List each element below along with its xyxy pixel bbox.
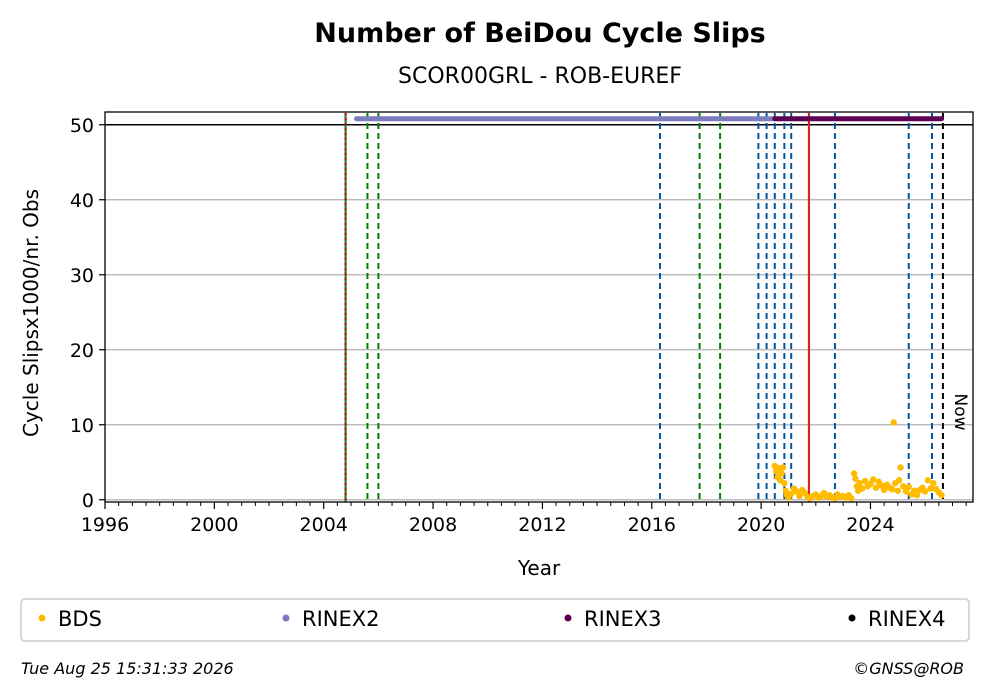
x-tick-label: 2020	[737, 514, 785, 536]
grid-lines	[105, 124, 973, 501]
plot-frame	[104, 111, 974, 503]
legend-marker-bds	[38, 614, 46, 622]
y-tick-label: 0	[82, 490, 94, 512]
bds-point	[894, 487, 902, 494]
bds-point	[848, 495, 855, 502]
bds-point	[905, 483, 912, 491]
bds-point	[856, 480, 863, 487]
legend-marker-rinex2	[282, 614, 290, 622]
legend-marker-rinex3	[564, 614, 572, 622]
legend-label-rinex4: RINEX4	[868, 607, 946, 631]
x-axis-label: Year	[517, 556, 561, 580]
bds-point	[779, 464, 787, 471]
bds-point	[796, 492, 803, 500]
chart-subtitle: SCOR00GRL - ROB-EUREF	[398, 64, 682, 89]
axis-ticks: 0 10 20 30 40 50 1996 2000 2004 2008 2012 2016 2020 2…	[70, 115, 967, 536]
now-label: Now	[950, 393, 970, 430]
bds-point	[930, 480, 937, 487]
bds-point	[938, 492, 945, 499]
bds-point	[859, 485, 866, 492]
event-lines	[344, 113, 944, 502]
legend: BDS RINEX2 RINEX3 RINEX4	[38, 607, 946, 631]
bds-point	[787, 490, 795, 497]
legend-label-rinex3: RINEX3	[584, 607, 662, 631]
y-tick-label: 50	[70, 115, 94, 137]
footer-timestamp: Tue Aug 25 15:31:33 2026	[21, 659, 234, 678]
legend-marker-rinex4	[848, 614, 856, 622]
chart-title: Number of BeiDou Cycle Slips	[314, 18, 765, 49]
bds-point	[781, 480, 788, 487]
bds-point	[900, 483, 907, 490]
bds-point	[852, 475, 859, 482]
legend-box	[20, 598, 970, 642]
bds-point	[861, 477, 869, 485]
bds-point	[927, 485, 934, 492]
x-tick-label: 2008	[409, 514, 457, 536]
legend-label-bds: BDS	[58, 607, 102, 631]
y-tick-label: 20	[70, 340, 94, 362]
footer-copyright: ©GNSS@ROB	[853, 659, 964, 678]
bds-point	[850, 470, 858, 477]
bds-point	[924, 477, 932, 484]
x-tick-label: 2004	[300, 514, 348, 536]
legend-label-rinex2: RINEX2	[302, 607, 380, 631]
x-tick-label: 2000	[190, 514, 238, 536]
x-tick-label: 2024	[846, 514, 894, 536]
y-tick-label: 30	[70, 265, 94, 287]
bds-point	[890, 419, 897, 426]
x-tick-label: 2016	[628, 514, 676, 536]
bds-point	[895, 477, 903, 484]
x-tick-label: 2012	[518, 514, 566, 536]
bds-point	[870, 476, 877, 483]
y-axis-label: Cycle Slipsx1000/nr. Obs	[19, 189, 43, 437]
bds-point	[913, 492, 921, 499]
bds-point	[778, 470, 785, 477]
bds-point	[921, 488, 929, 495]
y-tick-label: 10	[70, 415, 94, 437]
x-tick-label: 1996	[81, 514, 129, 536]
data-points	[771, 419, 945, 502]
bds-point	[889, 486, 896, 493]
bds-point	[872, 484, 880, 491]
y-tick-label: 40	[70, 190, 94, 212]
bds-point	[880, 486, 888, 494]
bds-point	[897, 464, 904, 471]
